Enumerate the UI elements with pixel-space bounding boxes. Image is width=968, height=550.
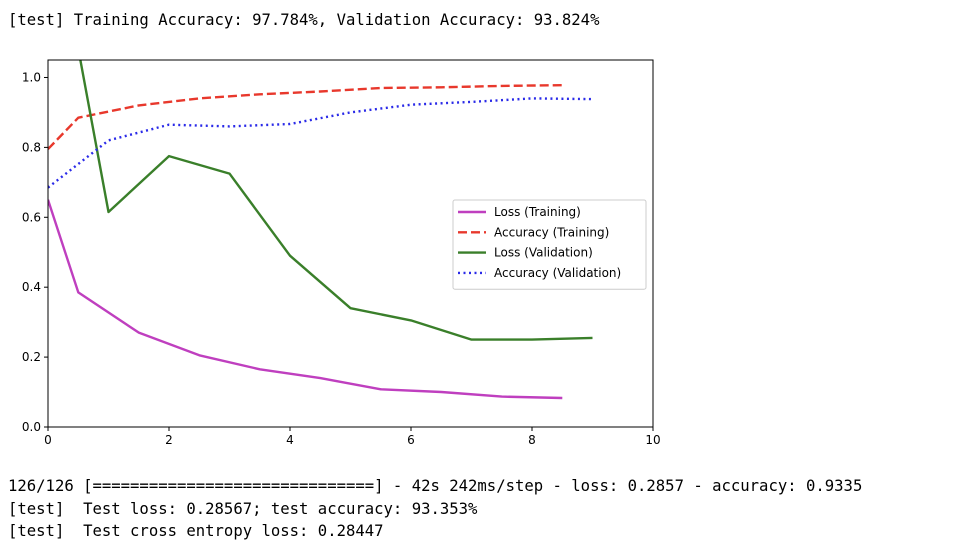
y-tick-label: 0.4 [22,280,41,294]
legend-label: Loss (Validation) [494,246,593,260]
series-line-1 [48,199,563,400]
x-tick-label: 6 [407,433,415,447]
chart-svg: 0 2 4 6 8 10 0.0 0.2 0.4 0.6 0.8 1.0 Loss (Training… [22,59,661,447]
training-summary-text: [test] Training Accuracy: 97.784%, Valid… [8,11,600,29]
y-tick-label: 0.2 [22,350,41,364]
x-tick-label: 8 [528,433,536,447]
test-loss-text: [test] Test loss: 0.28567; test accuracy… [8,500,478,518]
legend-label: Loss (Training) [494,205,581,219]
x-tick-label: 10 [645,433,660,447]
legend-label: Accuracy (Training) [494,225,609,239]
y-tick-label: 0.0 [22,420,41,434]
x-tick-label: 0 [44,433,52,447]
cross-entropy-text: [test] Test cross entropy loss: 0.28447 [8,522,384,540]
x-tick-label: 4 [286,433,294,447]
plot-frame [47,59,654,428]
legend: Loss (Training) Accuracy (Training) Loss (… [452,199,647,290]
y-tick-label: 0.6 [22,210,41,224]
training-history-chart: 0 2 4 6 8 10 0.0 0.2 0.4 0.6 0.8 1.0 Loss (Training… [0,52,668,456]
y-tick-label: 0.8 [22,140,41,154]
series-line-4 [48,97,593,189]
x-tick-label: 2 [165,433,173,447]
progress-log-text: 126/126 [==============================]… [8,477,863,495]
y-tick-label: 1.0 [22,70,41,84]
legend-box [452,199,647,290]
legend-label: Accuracy (Validation) [494,266,621,280]
series-line-2 [48,84,563,150]
series-line-3 [79,60,593,341]
